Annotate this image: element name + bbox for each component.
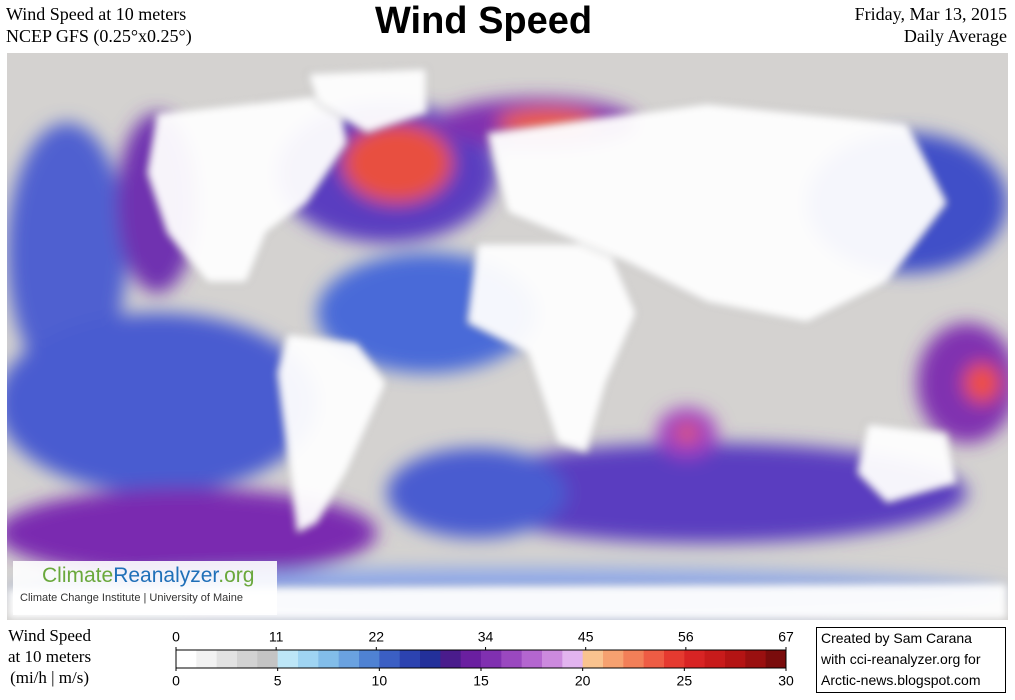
colorbar-segment	[684, 650, 706, 668]
colorbar-segment	[501, 650, 523, 668]
logo-subtitle: Climate Change Institute | University of…	[20, 592, 243, 604]
mph-tick-label: 11	[269, 629, 284, 645]
ms-tick-label: 20	[575, 673, 591, 689]
ms-tick-label: 10	[372, 673, 388, 689]
colorbar-segment	[521, 650, 543, 668]
colorbar: 0 11 22 34 45 56 67 0 5 10 15 20 25 30	[172, 629, 794, 689]
mph-tick-label: 34	[478, 629, 494, 645]
mph-tick-label: 22	[369, 629, 385, 645]
header-line: Wind Speed at 10 meters	[6, 4, 187, 24]
logo-part: .org	[218, 564, 255, 587]
mph-tick-label: 56	[678, 629, 694, 645]
colorbar-segment	[704, 650, 726, 668]
legend-label-line: (mi/h | m/s)	[10, 668, 90, 687]
credit-line: with cci-reanalyzer.org for	[821, 651, 981, 667]
colorbar-segment	[420, 650, 441, 668]
legend-label-line: Wind Speed	[8, 626, 91, 645]
header-right: Friday, Mar 13, 2015 Daily Average	[855, 3, 1007, 47]
colorbar-segment	[379, 650, 401, 668]
colorbar-segment	[257, 650, 279, 668]
logo-part: Climate	[42, 564, 114, 587]
mph-tick-label: 45	[578, 629, 594, 645]
colorbar-segment	[562, 650, 584, 668]
colorbar-segment	[542, 650, 563, 668]
colorbar-segment	[460, 650, 482, 668]
colorbar-segment	[745, 650, 767, 668]
header-left: Wind Speed at 10 meters NCEP GFS (0.25°x…	[6, 3, 192, 47]
ms-tick-label: 0	[172, 673, 180, 689]
ms-tick-label: 15	[473, 673, 489, 689]
colorbar-segment	[359, 650, 380, 668]
map	[7, 53, 1008, 620]
ms-tick-label: 5	[274, 673, 282, 689]
logo-part: Reanalyzer	[113, 564, 219, 587]
title: Wind Speed	[375, 0, 593, 42]
header-line: Friday, Mar 13, 2015	[854, 4, 1007, 24]
ms-tick-label: 30	[778, 673, 794, 689]
colorbar-segment	[277, 650, 299, 668]
legend-label-line: at 10 meters	[8, 647, 92, 666]
colorbar-segment	[318, 650, 340, 668]
credit-line: Created by Sam Carana	[821, 630, 972, 646]
header-line: NCEP GFS (0.25°x0.25°)	[6, 26, 192, 46]
colorbar-segment	[725, 650, 746, 668]
colorbar-segment	[440, 650, 462, 668]
ms-tick-label: 25	[677, 673, 693, 689]
colorbar-segment	[603, 650, 624, 668]
colorbar-segment	[237, 650, 258, 668]
colorbar-segment	[338, 650, 360, 668]
credit-line: Arctic-news.blogspot.com	[821, 672, 981, 688]
colorbar-segment	[399, 650, 421, 668]
legend-label: Wind Speed at 10 meters (mi/h | m/s)	[8, 625, 91, 688]
header-line: Daily Average	[903, 26, 1007, 46]
colorbar-segment	[298, 650, 319, 668]
colorbar-segment	[216, 650, 238, 668]
colorbar-segment	[582, 650, 604, 668]
colorbar-segment	[196, 650, 218, 668]
colorbar-segment	[664, 650, 685, 668]
colorbar-segment	[481, 650, 502, 668]
credit-box: Created by Sam Carana with cci-reanalyze…	[816, 627, 1006, 693]
mph-tick-label: 0	[172, 629, 180, 645]
colorbar-segment	[176, 650, 197, 668]
colorbar-segment	[643, 650, 665, 668]
logo-box	[13, 561, 277, 615]
colorbar-segment	[765, 650, 787, 668]
logo: ClimateReanalyzer.org	[42, 564, 254, 588]
colorbar-segment	[623, 650, 645, 668]
mph-tick-label: 67	[778, 629, 794, 645]
